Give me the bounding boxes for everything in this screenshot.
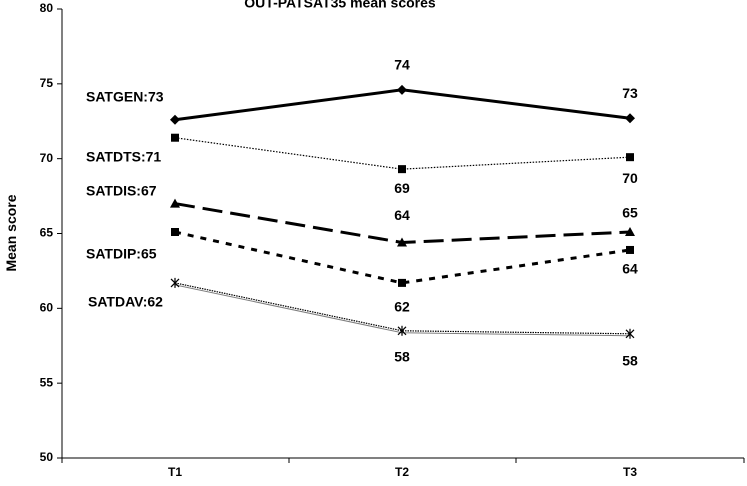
data-label: 62 xyxy=(394,299,410,315)
data-label: SATDIP:65 xyxy=(86,246,157,262)
y-tick-label: 80 xyxy=(40,1,54,15)
y-tick-label: 70 xyxy=(40,151,54,165)
series-line xyxy=(174,137,631,170)
data-label: 64 xyxy=(622,261,638,277)
x-tick-label: T3 xyxy=(623,465,637,479)
data-point xyxy=(170,114,180,125)
data-point xyxy=(398,165,406,174)
chart-title: OUT-PATSAT35 mean scores xyxy=(244,0,436,11)
y-tick-label: 50 xyxy=(40,450,54,464)
data-point xyxy=(398,278,406,287)
y-tick-label: 55 xyxy=(40,375,54,389)
data-label: SATGEN:73 xyxy=(86,88,164,104)
data-point xyxy=(625,328,635,339)
data-label-layer: SATGEN:73 74 73 SATDTS:71 69 70 SATDIS:67 64 65 S… xyxy=(86,57,638,369)
y-axis-label: Mean score xyxy=(3,194,19,271)
x-tick-label: T2 xyxy=(395,465,409,479)
data-label: 70 xyxy=(622,170,638,186)
data-point xyxy=(397,325,407,336)
series-satdip xyxy=(171,228,634,287)
data-label: 69 xyxy=(394,180,410,196)
data-point xyxy=(397,237,407,247)
y-tick-label: 75 xyxy=(40,76,54,90)
y-tick-label: 60 xyxy=(40,301,54,315)
series-satgen xyxy=(170,84,635,125)
data-label: 73 xyxy=(622,85,638,101)
data-point xyxy=(171,228,179,237)
axes: 50 55 60 65 70 75 80 T1 T2 T3 xyxy=(40,1,745,479)
data-label: 58 xyxy=(622,352,638,368)
data-point xyxy=(625,113,635,124)
data-point xyxy=(170,198,180,208)
data-label: 74 xyxy=(394,57,410,73)
data-point xyxy=(626,153,634,162)
data-point xyxy=(626,245,634,254)
data-label: SATDIS:67 xyxy=(86,182,157,198)
data-label: 64 xyxy=(394,207,410,223)
data-point xyxy=(625,227,635,237)
x-tick-label: T1 xyxy=(168,465,182,479)
y-tick-label: 65 xyxy=(40,226,54,240)
data-point xyxy=(171,133,179,142)
series-satdis xyxy=(170,198,635,247)
data-point xyxy=(170,277,180,288)
data-label: SATDTS:71 xyxy=(86,148,161,164)
series-satdav xyxy=(170,277,635,339)
data-label: 65 xyxy=(622,205,638,221)
data-label: SATDAV:62 xyxy=(88,294,163,310)
series-layer xyxy=(170,84,635,339)
series-satdts xyxy=(171,133,634,174)
data-label: 58 xyxy=(394,348,410,364)
data-point xyxy=(397,84,407,95)
